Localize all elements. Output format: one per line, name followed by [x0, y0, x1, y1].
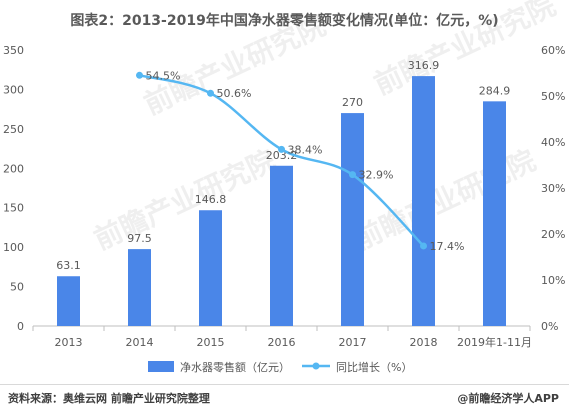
- growth-value-label: 54.5%: [146, 69, 181, 82]
- legend-swatch-bar: [148, 361, 174, 372]
- bar: [341, 113, 364, 326]
- right-axis-tick-label: 60%: [541, 44, 565, 57]
- left-axis-tick-label: 300: [3, 83, 24, 96]
- footer-divider: [0, 384, 569, 385]
- bar: [270, 165, 293, 326]
- watermark-text: 前瞻产业研究院: [89, 144, 281, 257]
- growth-point: [278, 145, 285, 153]
- left-axis-tick-label: 100: [3, 241, 24, 254]
- x-axis-tick-label: 2018: [410, 336, 438, 349]
- left-axis-tick-label: 50: [10, 281, 24, 294]
- right-axis-tick-label: 30%: [541, 182, 565, 195]
- x-axis-tick-label: 2017: [339, 336, 367, 349]
- brand-credit: @前瞻经济学人APP: [457, 392, 559, 405]
- bar-value-label: 146.8: [195, 193, 227, 206]
- growth-point: [349, 171, 356, 179]
- growth-value-label: 17.4%: [430, 240, 465, 253]
- bar-value-label: 316.9: [408, 59, 440, 72]
- growth-point: [420, 242, 427, 250]
- legend-label-line: 同比增长（%）: [336, 360, 412, 374]
- watermark-text: 前瞻产业研究院: [139, 9, 331, 122]
- bar: [128, 249, 151, 326]
- right-axis-tick-label: 10%: [541, 274, 565, 287]
- left-axis-tick-label: 150: [3, 202, 24, 215]
- growth-value-label: 50.6%: [217, 87, 252, 100]
- bar-value-label: 97.5: [127, 232, 152, 245]
- left-axis-tick-label: 350: [3, 44, 24, 57]
- bar: [483, 101, 506, 326]
- legend-label-bar: 净水器零售额（亿元）: [180, 360, 290, 374]
- bar: [57, 276, 80, 326]
- source-note: 资料来源：奥维云网 前瞻产业研究院整理: [8, 392, 210, 405]
- bar: [412, 76, 435, 326]
- x-axis-tick-label: 2014: [126, 336, 154, 349]
- growth-value-label: 32.9%: [359, 169, 394, 182]
- right-axis-tick-label: 50%: [541, 90, 565, 103]
- growth-value-label: 38.4%: [288, 143, 323, 156]
- growth-point: [207, 89, 214, 97]
- x-axis-tick-label: 2013: [55, 336, 83, 349]
- left-axis-tick-label: 250: [3, 123, 24, 136]
- x-axis-tick-label: 2015: [197, 336, 225, 349]
- legend-swatch-point: [312, 362, 320, 370]
- bar-value-label: 63.1: [56, 259, 81, 272]
- right-axis-tick-label: 40%: [541, 136, 565, 149]
- x-axis-tick-label: 2016: [268, 336, 296, 349]
- bar-value-label: 270: [342, 96, 363, 109]
- right-axis-tick-label: 0%: [541, 320, 558, 333]
- watermark-text: 前瞻产业研究院: [369, 0, 561, 101]
- growth-point: [136, 71, 143, 79]
- chart-title: 图表2：2013-2019年中国净水器零售额变化情况(单位：亿元，%): [70, 13, 499, 29]
- bar: [199, 210, 222, 326]
- right-axis-tick-label: 20%: [541, 228, 565, 241]
- bar-value-label: 284.9: [479, 84, 511, 97]
- left-axis-tick-label: 0: [17, 320, 24, 333]
- left-axis-tick-label: 200: [3, 162, 24, 175]
- x-axis-tick-label: 2019年1-11月: [457, 335, 532, 349]
